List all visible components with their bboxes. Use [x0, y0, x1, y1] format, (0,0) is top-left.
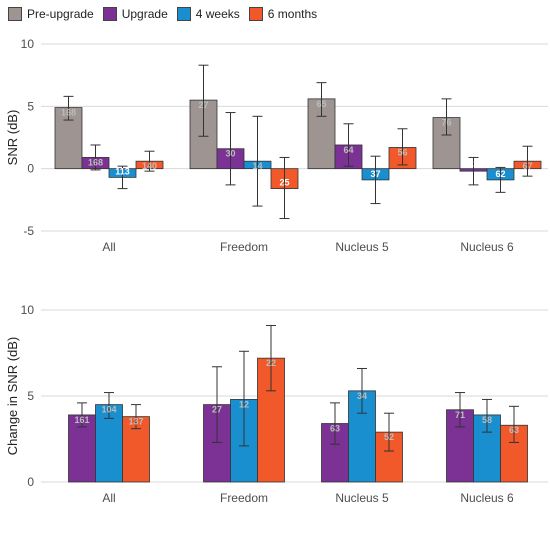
n-label-panel1-upgrade-all: 168	[88, 157, 103, 167]
n-label-panel1-6-months-all: 140	[142, 161, 157, 171]
n-label-panel1-pre-upgrade-freedom: 27	[198, 100, 208, 110]
n-label-panel1-upgrade-nucleus-6: 74	[468, 160, 478, 170]
panel1-y-tick-label: 0	[27, 162, 34, 176]
panel2-x-tick-label-nucleus-5: Nucleus 5	[335, 491, 389, 505]
legend-label-upgrade: Upgrade	[121, 7, 168, 21]
n-label-panel1-upgrade-freedom: 30	[225, 149, 235, 159]
n-label-panel2-4-weeks-nucleus-5: 34	[357, 391, 367, 401]
n-label-panel1-4-weeks-all: 113	[115, 166, 130, 176]
legend-item-pre-upgrade: Pre-upgrade	[8, 7, 94, 21]
n-label-panel1-6-months-nucleus-6: 67	[522, 161, 532, 171]
panel1-y-tick-label: 10	[21, 37, 35, 51]
panel2-x-tick-label-nucleus-6: Nucleus 6	[460, 491, 514, 505]
n-label-panel2-upgrade-all: 161	[74, 415, 89, 425]
panel2-y-axis-title: Change in SNR (dB)	[5, 337, 20, 456]
panel2-y-tick-label: 10	[21, 303, 35, 317]
n-label-panel2-upgrade-nucleus-5: 63	[330, 424, 340, 434]
n-label-panel1-pre-upgrade-nucleus-5: 65	[316, 99, 326, 109]
n-label-panel1-upgrade-nucleus-5: 64	[343, 145, 353, 155]
legend-swatch-6-months	[248, 7, 263, 21]
n-label-panel1-4-weeks-freedom: 14	[252, 161, 262, 171]
legend-label-pre-upgrade: Pre-upgrade	[27, 7, 94, 21]
n-label-panel1-6-months-nucleus-5: 56	[397, 147, 407, 157]
bar-panel1-pre-upgrade-nucleus-5	[307, 98, 336, 170]
panel1-x-tick-label-all: All	[102, 240, 115, 254]
legend-swatch-upgrade	[102, 7, 117, 21]
panel2-x-tick-label-all: All	[102, 491, 115, 505]
panel1-y-axis-title: SNR (dB)	[5, 110, 20, 166]
panel1-y-tick-label: 5	[27, 99, 34, 113]
legend-item-4-weeks: 4 weeks	[176, 7, 240, 21]
legend-item-6-months: 6 months	[248, 7, 318, 21]
legend-label-6-months: 6 months	[267, 7, 318, 21]
n-label-panel2-6-months-freedom: 22	[266, 358, 276, 368]
panel1-x-tick-label-freedom: Freedom	[220, 240, 268, 254]
panel1-y-tick-label: -5	[23, 224, 34, 238]
panel1-x-tick-label-nucleus-5: Nucleus 5	[335, 240, 389, 254]
n-label-panel2-4-weeks-all: 104	[101, 405, 116, 415]
panel1-x-tick-label-nucleus-6: Nucleus 6	[460, 240, 514, 254]
chart-legend: Pre-upgrade Upgrade 4 weeks 6 months	[8, 4, 326, 24]
panel2-y-tick-label: 5	[27, 389, 34, 403]
panel2-x-tick-label-freedom: Freedom	[220, 491, 268, 505]
n-label-panel1-4-weeks-nucleus-6: 62	[495, 169, 505, 179]
legend-label-4-weeks: 4 weeks	[195, 7, 240, 21]
legend-swatch-pre-upgrade	[8, 7, 22, 21]
n-label-panel2-upgrade-freedom: 27	[212, 405, 222, 415]
n-label-panel1-pre-upgrade-nucleus-6: 76	[441, 118, 451, 128]
legend-item-upgrade: Upgrade	[102, 7, 168, 21]
panel2-y-tick-label: 0	[27, 475, 34, 489]
n-label-panel1-4-weeks-nucleus-5: 37	[370, 169, 380, 179]
n-label-panel1-6-months-freedom: 25	[279, 178, 289, 188]
n-label-panel2-6-months-nucleus-6: 63	[509, 425, 519, 435]
n-label-panel2-4-weeks-freedom: 12	[239, 399, 249, 409]
n-label-panel2-6-months-nucleus-5: 52	[384, 432, 394, 442]
n-label-panel1-pre-upgrade-all: 168	[61, 108, 76, 118]
legend-swatch-4-weeks	[176, 7, 191, 21]
n-label-panel2-4-weeks-nucleus-6: 58	[482, 415, 492, 425]
n-label-panel2-upgrade-nucleus-6: 71	[455, 410, 465, 420]
n-label-panel2-6-months-all: 137	[128, 417, 143, 427]
